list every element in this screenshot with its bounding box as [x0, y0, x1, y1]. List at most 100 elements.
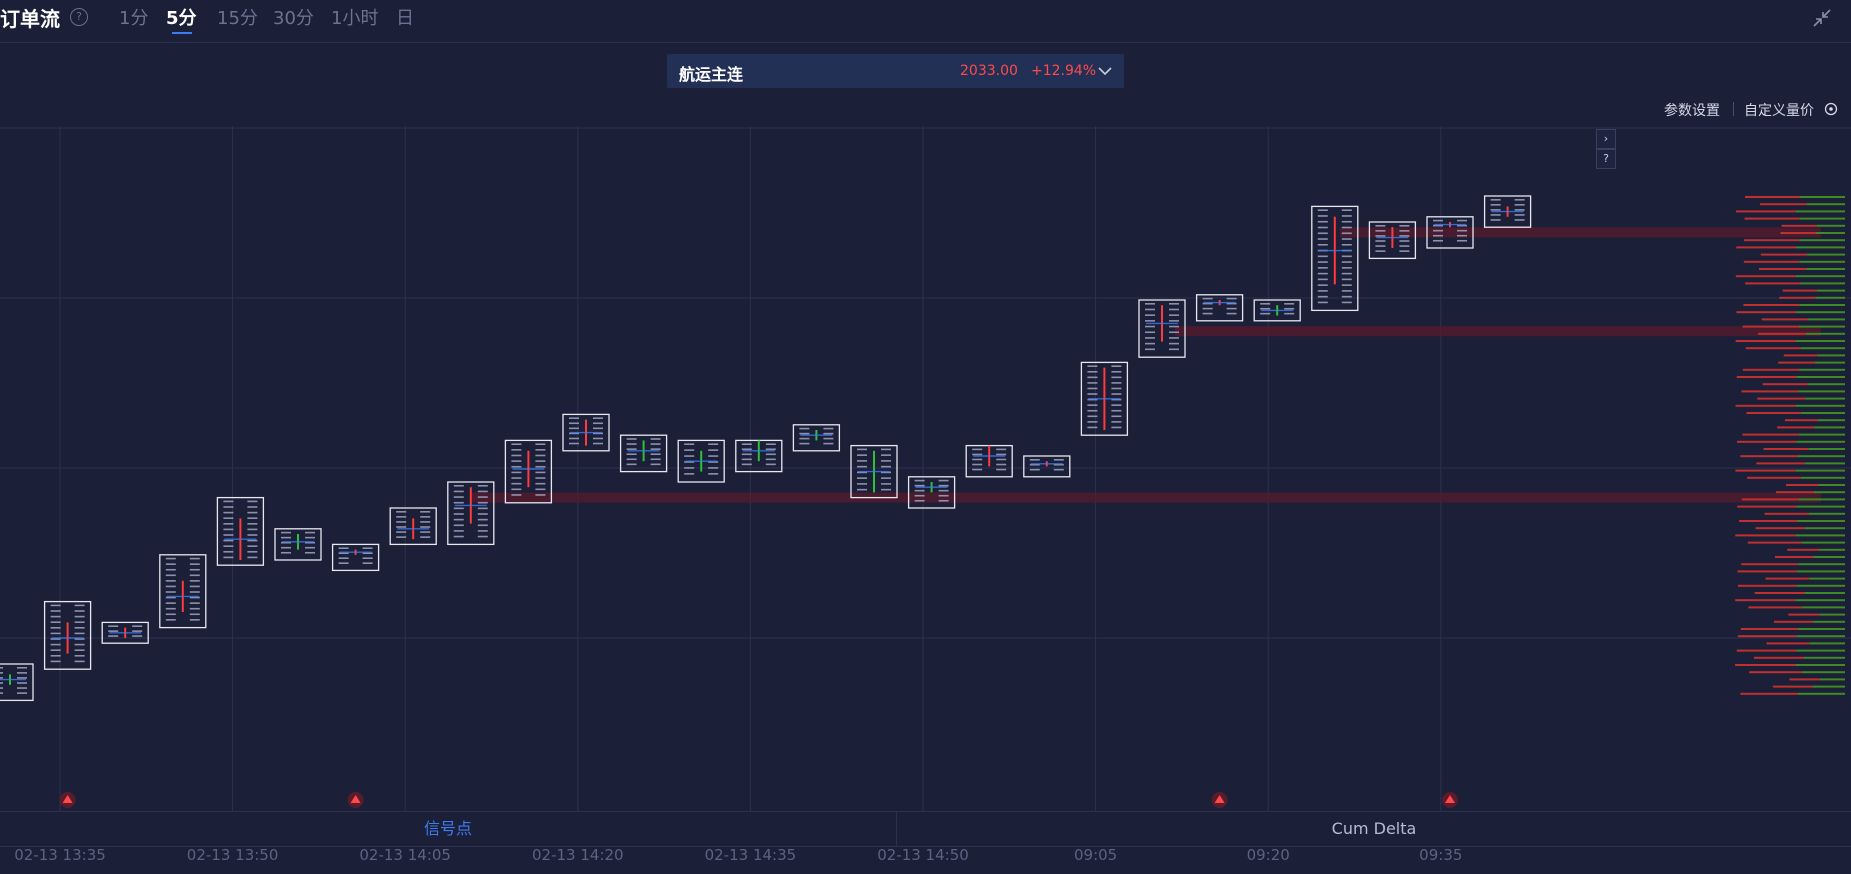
- tab-signal-points[interactable]: 信号点: [0, 812, 897, 846]
- tab-15min[interactable]: 15分: [217, 8, 258, 29]
- footprint-cell: [1341, 209, 1352, 211]
- settings-circle-icon[interactable]: [1824, 102, 1838, 116]
- volume-profile-bar: [1747, 541, 1802, 544]
- footprint-cell: [108, 630, 119, 632]
- tab-1hour[interactable]: 1小时: [331, 8, 379, 29]
- footprint-cell: [50, 660, 61, 663]
- param-settings-button[interactable]: 参数设置: [1664, 103, 1720, 119]
- collapse-icon[interactable]: [1812, 8, 1832, 28]
- volume-profile-bar: [1736, 210, 1796, 213]
- footprint-cell: [1284, 303, 1295, 305]
- footprint-cell: [50, 604, 61, 607]
- footprint-cell: [1087, 404, 1098, 406]
- footprint-cell: [881, 483, 891, 485]
- footprint-cell: [650, 463, 661, 466]
- volume-profile-bar: [1754, 592, 1805, 594]
- footprint-cell: [938, 484, 949, 487]
- contract-selector[interactable]: 航运主连 2033.00 +12.94%: [667, 54, 1124, 88]
- footprint-cell: [881, 488, 891, 491]
- footprint-candle: [619, 434, 668, 473]
- footprint-cell: [881, 460, 891, 462]
- volume-profile-bar: [1797, 520, 1845, 522]
- footprint-cell: [1202, 312, 1213, 315]
- footprint-cell: [1169, 320, 1179, 322]
- footprint-cell: [535, 460, 546, 462]
- tab-day[interactable]: 日: [396, 8, 414, 29]
- footprint-cell: [1169, 303, 1179, 305]
- footprint-cell: [765, 463, 776, 466]
- tab-30min[interactable]: 30分: [273, 8, 314, 29]
- panel-tabs: 信号点 Cum Delta: [0, 811, 1851, 847]
- footprint-candle: [1138, 299, 1186, 358]
- volume-profile-bar: [1759, 203, 1807, 206]
- volume-profile-bar: [1798, 433, 1845, 436]
- footprint-candle: [0, 663, 34, 702]
- footprint-cell: [420, 526, 431, 528]
- footprint-cell: [420, 536, 431, 538]
- footprint-cell: [1111, 376, 1122, 379]
- footprint-cell: [247, 511, 258, 514]
- footprint-cell: [1226, 297, 1237, 300]
- footprint-cell: [1375, 245, 1386, 247]
- tab-cum-delta[interactable]: Cum Delta: [1331, 819, 1417, 838]
- footprint-cell: [996, 458, 1007, 461]
- volume-profile-bar: [1808, 448, 1845, 450]
- volume-profile-bar: [1815, 232, 1845, 234]
- footprint-cell: [1087, 387, 1098, 390]
- footprint-cell: [972, 463, 983, 466]
- volume-profile-bar: [1743, 239, 1800, 242]
- footprint-cell: [1490, 214, 1501, 216]
- footprint-cell: [741, 458, 752, 461]
- footprint-cell: [74, 615, 85, 618]
- volume-profile-bar: [1746, 412, 1801, 414]
- custom-price-button[interactable]: 自定义量价: [1744, 103, 1814, 119]
- tab-5min[interactable]: 5分: [166, 8, 197, 29]
- footprint-cell: [1145, 325, 1155, 328]
- chevron-down-icon[interactable]: [1097, 63, 1113, 79]
- footprint-cell: [223, 511, 234, 514]
- footprint-cell: [626, 438, 637, 440]
- side-help-button[interactable]: ?: [1596, 149, 1616, 169]
- footprint-cell: [1111, 370, 1122, 373]
- footprint-cell: [1457, 219, 1467, 222]
- footprint-candle: [159, 554, 207, 629]
- footprint-cell: [1399, 245, 1410, 247]
- footprint-cell: [881, 448, 891, 451]
- volume-profile-bar: [1786, 484, 1819, 486]
- footprint-cell: [1341, 215, 1352, 217]
- time-axis-label: 09:05: [1073, 846, 1118, 864]
- footprint-cell: [1341, 220, 1352, 223]
- help-icon[interactable]: ?: [70, 8, 88, 26]
- footprint-candle: [274, 528, 322, 561]
- footprint-cell: [938, 499, 949, 502]
- volume-profile-bar: [1795, 469, 1845, 472]
- footprint-cell: [996, 463, 1007, 466]
- footprint-candle: [1080, 361, 1129, 436]
- volume-profile-bar: [1760, 253, 1808, 256]
- footprint-cell: [1087, 398, 1098, 401]
- footprint-cell: [165, 585, 176, 588]
- footprint-candle: [792, 424, 841, 452]
- footprint-cell: [420, 511, 431, 513]
- footprint-cell: [247, 517, 258, 519]
- footprint-cell: [132, 630, 143, 632]
- footprint-cell: [1514, 209, 1525, 211]
- footprint-cell: [50, 643, 61, 646]
- footprint-cell: [1284, 312, 1295, 315]
- footprint-cell: [684, 467, 695, 469]
- volume-profile-bar: [1817, 419, 1845, 422]
- footprint-cell: [1087, 409, 1098, 412]
- imbalance-zone: [1340, 227, 1821, 238]
- expand-panel-button[interactable]: ›: [1596, 129, 1616, 149]
- footprint-cell: [1111, 426, 1122, 429]
- footprint-chart[interactable]: [0, 126, 1851, 811]
- footprint-cell: [453, 530, 464, 532]
- tab-1min[interactable]: 1分: [119, 8, 149, 29]
- footprint-cell: [1317, 226, 1328, 229]
- volume-profile-bar: [1799, 239, 1845, 242]
- volume-profile-bar: [1799, 260, 1845, 263]
- footprint-cell: [189, 568, 200, 571]
- footprint-candle: [1426, 216, 1474, 249]
- volume-profile-bar: [1800, 196, 1845, 198]
- footprint-cell: [1317, 232, 1328, 235]
